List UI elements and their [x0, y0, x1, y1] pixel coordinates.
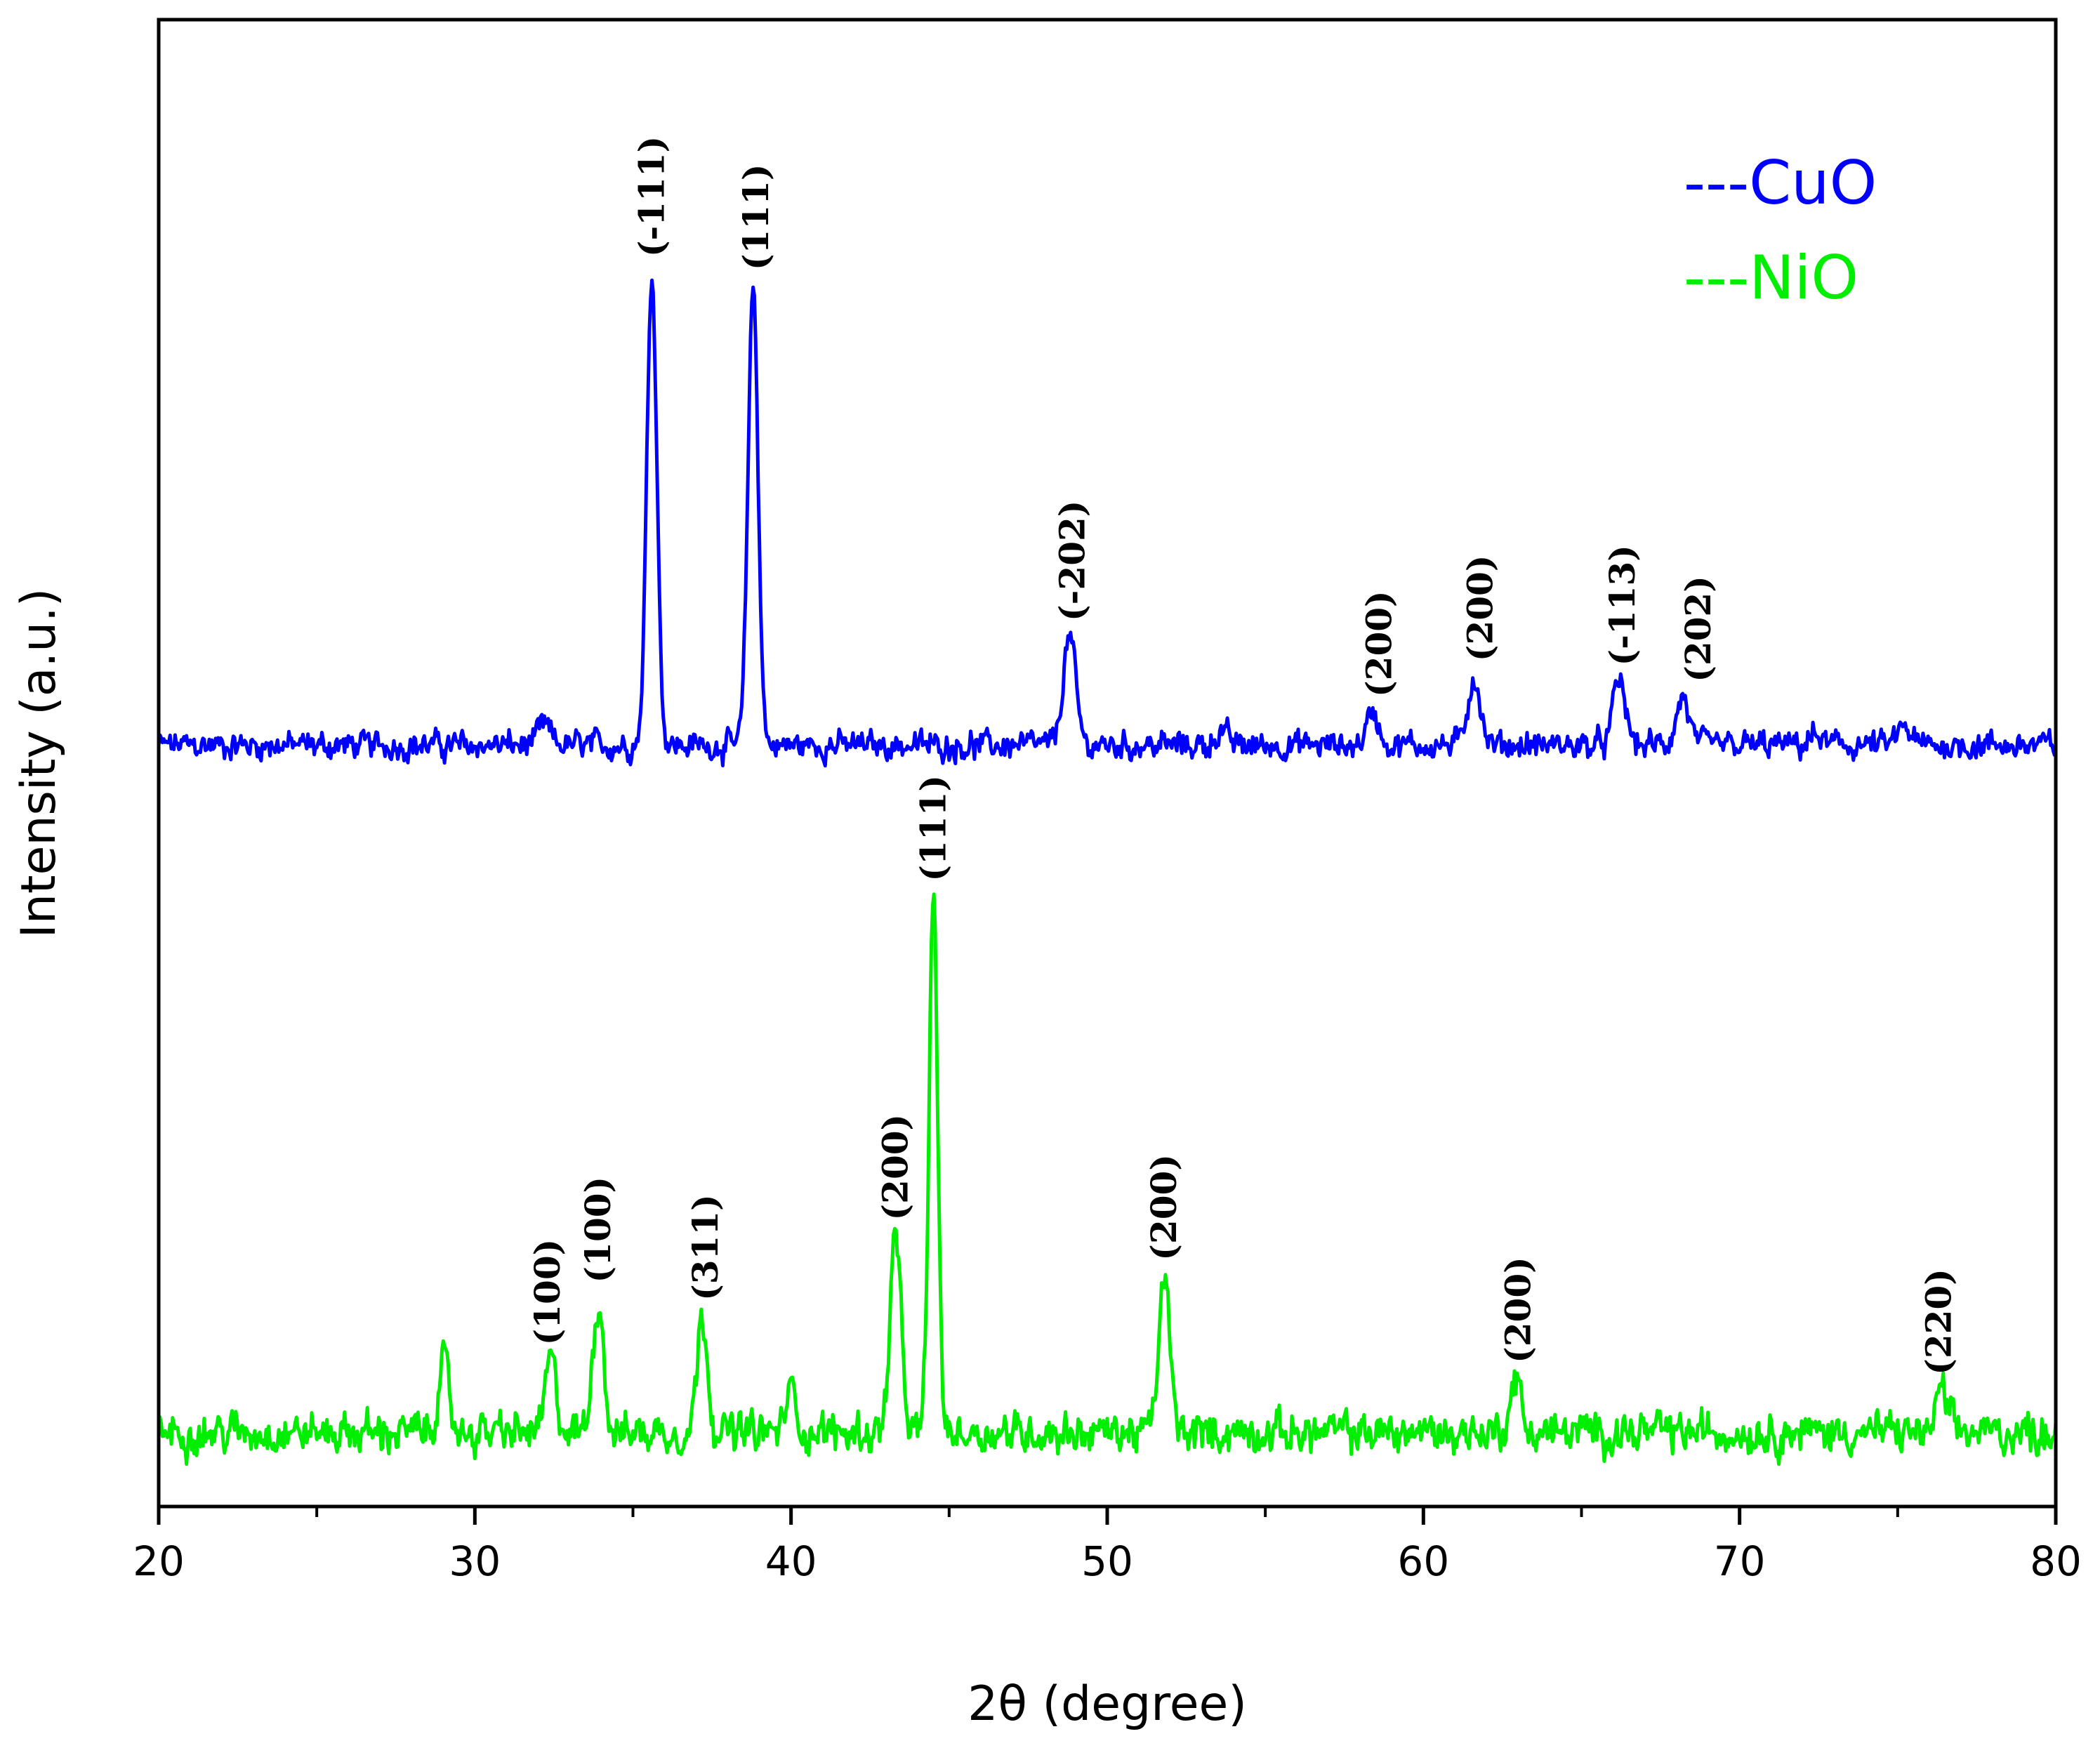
peak-label: (311)	[685, 1194, 726, 1301]
y-axis-title: Intensity (a.u.)	[11, 588, 67, 939]
x-tick-label: 50	[1081, 1537, 1133, 1585]
plot-area	[157, 278, 2058, 1466]
peak-label: (111)	[912, 775, 953, 882]
peak-label: (200)	[1143, 1154, 1184, 1261]
legend: ---CuO ---NiO	[1684, 148, 1877, 313]
peak-label: (200)	[1497, 1257, 1538, 1363]
x-tick-label: 70	[1714, 1537, 1766, 1585]
x-tick-label: 30	[449, 1537, 501, 1585]
peak-label: (200)	[1459, 555, 1500, 662]
peak-label: (-202)	[1052, 501, 1093, 621]
x-tick-label: 20	[133, 1537, 185, 1585]
peak-label: (200)	[874, 1114, 916, 1221]
peak-label: (220)	[1917, 1269, 1959, 1375]
x-tick-label: 60	[1397, 1537, 1449, 1585]
peak-label: (202)	[1677, 576, 1719, 682]
peak-label: (-113)	[1602, 545, 1643, 666]
peak-label: (-111)	[631, 136, 673, 257]
peak-label: (111)	[735, 164, 777, 270]
peak-annotations: (-111) (111) (-202) (200) (200) (-113) (202) (1…	[527, 136, 1959, 1375]
peak-label: (100)	[527, 1239, 568, 1346]
series-line-nio	[157, 892, 2058, 1466]
peak-label: (100)	[577, 1177, 619, 1283]
x-tick-label: 80	[2030, 1537, 2082, 1585]
x-tick-label: 40	[765, 1537, 817, 1585]
x-axis-title: 2θ (degree)	[968, 1676, 1247, 1732]
legend-entry-cuo: ---CuO	[1684, 148, 1877, 218]
x-axis-ticks: 20 30 40 50 60 70 80	[133, 1507, 2082, 1585]
legend-entry-nio: ---NiO	[1684, 243, 1858, 313]
peak-label: (200)	[1358, 590, 1399, 697]
series-line-cuo	[157, 278, 2058, 768]
